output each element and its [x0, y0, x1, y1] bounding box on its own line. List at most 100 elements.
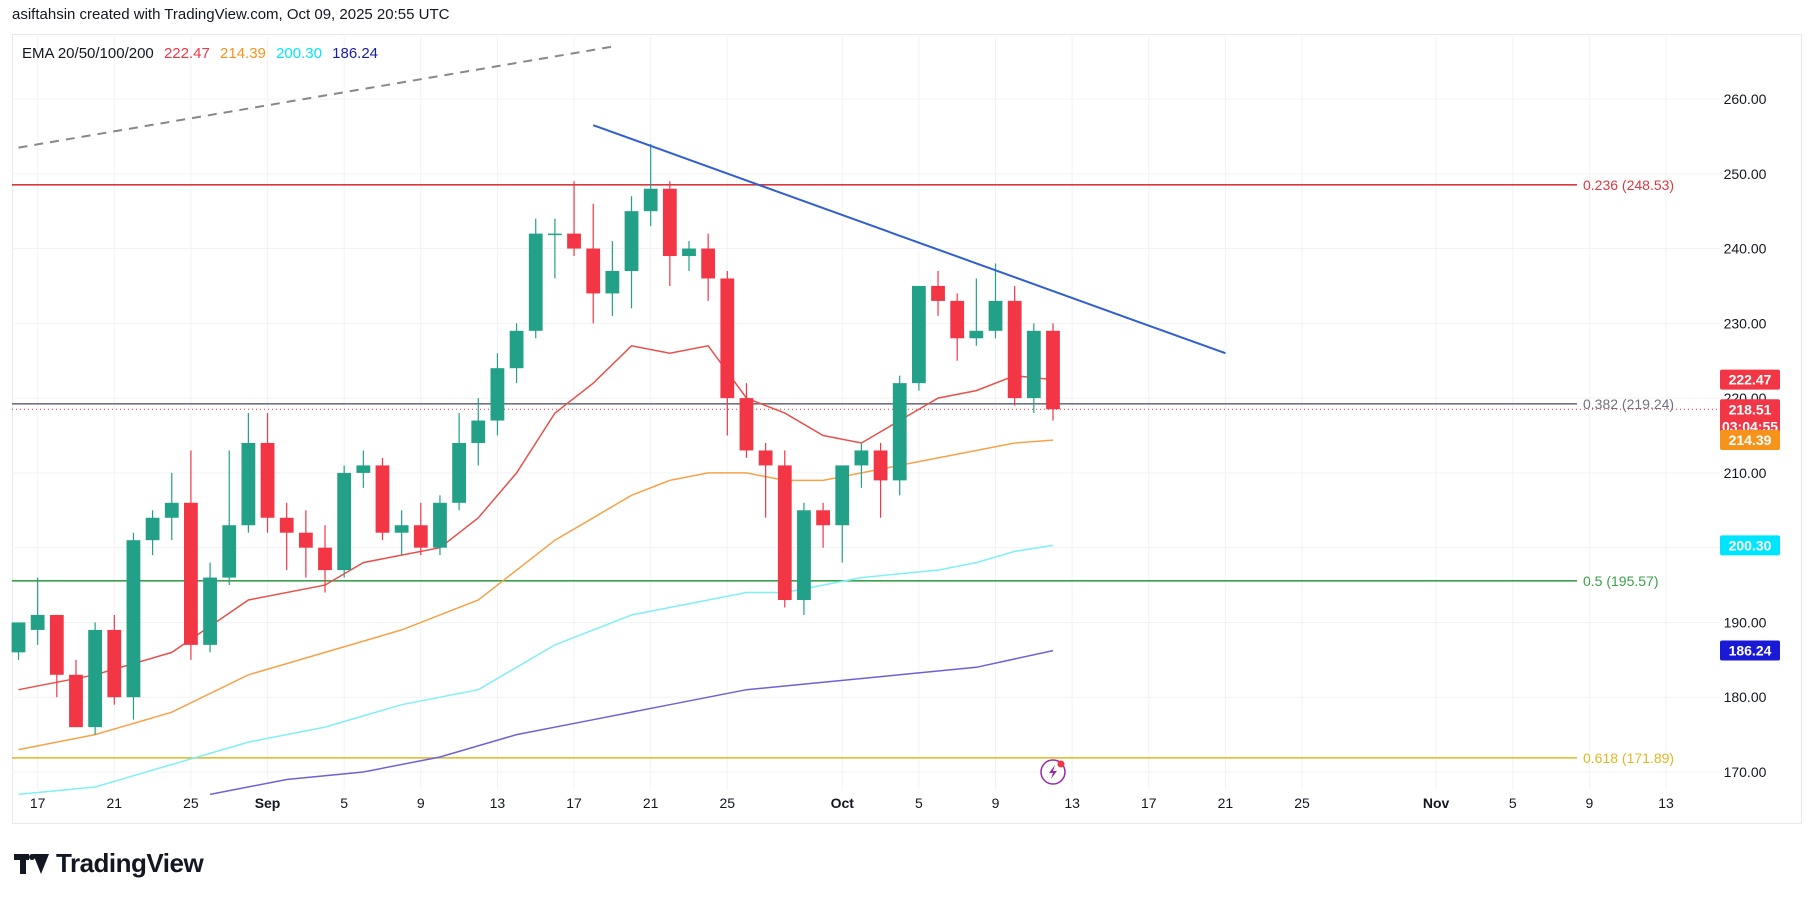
candle[interactable] [88, 629, 103, 728]
candle[interactable] [835, 465, 850, 526]
candle[interactable] [298, 532, 313, 548]
price-badge [1720, 640, 1780, 661]
fib-level-label: 0.5 (195.57) [1583, 573, 1659, 589]
ema-200-value: 186.24 [332, 45, 379, 62]
fib-level-label: 0.236 (248.53) [1583, 177, 1674, 193]
x-axis-tick-label: 17 [566, 795, 582, 811]
x-axis-tick-label: 9 [992, 795, 1000, 811]
price-badge [1720, 430, 1780, 451]
candle[interactable] [797, 510, 811, 601]
event-dot [1057, 760, 1065, 768]
candle[interactable] [1026, 330, 1041, 399]
candle[interactable] [69, 674, 83, 728]
dashed-trendline[interactable] [18, 45, 613, 149]
candle[interactable] [1007, 300, 1022, 399]
x-axis-tick-label: 25 [720, 795, 736, 811]
candle[interactable] [241, 442, 256, 526]
candle[interactable] [490, 368, 505, 421]
candle[interactable] [950, 300, 965, 339]
x-axis-tick-label: 13 [1658, 795, 1674, 811]
y-axis-tick-label: 250.00 [1724, 166, 1767, 182]
y-axis-tick-label: 170.00 [1724, 764, 1767, 780]
price-badge-value: 214.39 [1729, 432, 1772, 448]
candle[interactable] [49, 614, 64, 675]
candle[interactable] [701, 248, 716, 279]
price-badge [1720, 399, 1780, 436]
lightning-glyph [1048, 765, 1057, 779]
ema-line [209, 649, 1054, 796]
x-axis-tick-label: Nov [1423, 795, 1450, 811]
candle[interactable] [184, 502, 198, 645]
candle[interactable] [720, 278, 735, 399]
candle[interactable] [528, 233, 543, 331]
candle[interactable] [471, 420, 486, 443]
tradingview-logo[interactable]: TradingView [14, 848, 204, 879]
x-axis-tick-label: 9 [417, 795, 425, 811]
price-badge [1720, 369, 1780, 390]
fib-level-label: 0.618 (171.89) [1583, 750, 1674, 766]
candle[interactable] [1046, 330, 1060, 410]
x-axis-tick-label: 21 [1218, 795, 1234, 811]
y-axis-tick-label: 240.00 [1724, 241, 1767, 257]
candle[interactable] [413, 525, 428, 548]
candle[interactable] [873, 450, 888, 481]
candle[interactable] [816, 510, 830, 526]
candle[interactable] [126, 540, 141, 698]
x-axis-tick-label: 17 [1141, 795, 1157, 811]
candle[interactable] [931, 285, 945, 301]
x-axis-tick-label: 5 [340, 795, 348, 811]
price-badge-value: 186.24 [1729, 643, 1772, 659]
candle[interactable] [911, 285, 926, 384]
descending-trendline[interactable] [592, 124, 1226, 355]
x-axis-tick-label: 13 [1064, 795, 1080, 811]
candle[interactable] [605, 270, 620, 294]
candle[interactable] [164, 502, 179, 518]
candle[interactable] [452, 442, 467, 503]
candle[interactable] [567, 233, 581, 249]
candle[interactable] [260, 442, 275, 518]
candle[interactable] [662, 188, 677, 257]
ema-20-value: 222.47 [163, 45, 210, 62]
candle[interactable] [624, 211, 639, 271]
candle[interactable] [547, 233, 562, 236]
ema-legend[interactable]: EMA 20/50/100/200 222.47 214.39 200.30 1… [22, 45, 384, 62]
price-badge-value: 200.30 [1729, 537, 1772, 553]
chart-frame [12, 34, 1802, 824]
x-axis-tick-label: 5 [1509, 795, 1517, 811]
candle[interactable] [643, 188, 658, 212]
candle[interactable] [107, 629, 122, 698]
candle[interactable] [433, 502, 447, 548]
x-axis-tick-label: 25 [183, 795, 199, 811]
candle[interactable] [11, 622, 26, 653]
candle[interactable] [892, 383, 907, 481]
x-axis-tick-label: Oct [831, 795, 855, 811]
candle[interactable] [203, 577, 217, 645]
x-axis-tick-label: 13 [490, 795, 506, 811]
candle[interactable] [777, 465, 792, 601]
candle[interactable] [988, 300, 1003, 331]
candle[interactable] [758, 450, 773, 466]
candle[interactable] [30, 614, 45, 630]
ema-100-value: 200.30 [276, 45, 322, 62]
candle[interactable] [509, 330, 524, 369]
candle[interactable] [969, 330, 984, 339]
candle[interactable] [586, 248, 601, 294]
y-axis-tick-label: 180.00 [1724, 689, 1767, 705]
candle[interactable] [854, 450, 869, 466]
candle[interactable] [145, 517, 160, 541]
candle[interactable] [739, 398, 754, 451]
x-axis-tick-label: 21 [106, 795, 122, 811]
candle[interactable] [318, 547, 332, 571]
y-axis-tick-label: 230.00 [1724, 315, 1767, 331]
candle[interactable] [394, 525, 409, 533]
candle[interactable] [337, 472, 352, 571]
price-badge-value: 222.47 [1729, 372, 1772, 388]
candle[interactable] [682, 248, 696, 257]
candle[interactable] [375, 465, 390, 533]
candle[interactable] [356, 465, 371, 473]
candle[interactable] [279, 517, 294, 533]
x-axis-tick-label: 5 [915, 795, 923, 811]
candle[interactable] [222, 525, 237, 578]
x-axis-tick-label: 17 [30, 795, 46, 811]
